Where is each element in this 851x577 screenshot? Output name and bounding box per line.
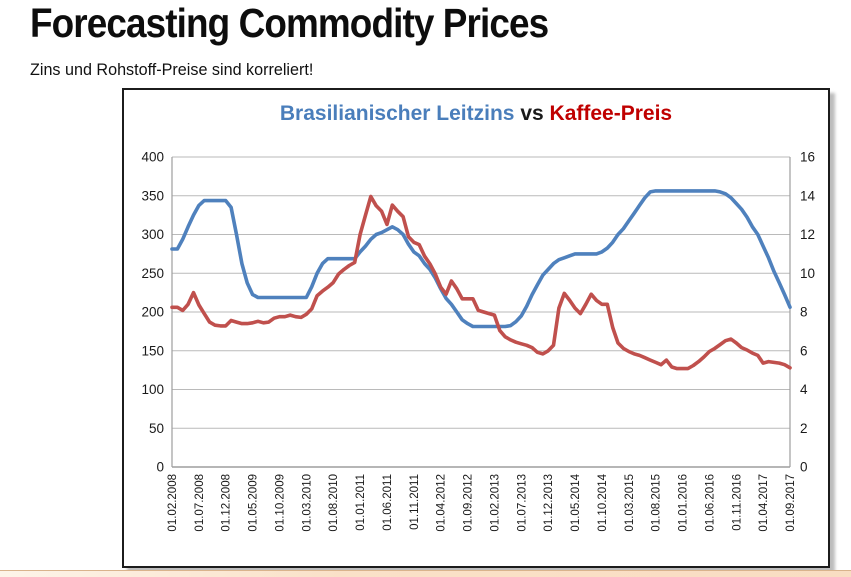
x-axis-tick-label: 01.03.2015 bbox=[624, 474, 636, 532]
left-axis-tick-label: 0 bbox=[156, 460, 164, 475]
chart-frame: Brasilianischer Leitzins vs Kaffee-Preis… bbox=[122, 88, 830, 568]
chart-title: Brasilianischer Leitzins vs Kaffee-Preis bbox=[124, 102, 828, 126]
series-line-kaffee-preis bbox=[170, 194, 792, 371]
left-axis-tick-label: 150 bbox=[141, 343, 164, 358]
right-axis-tick-label: 16 bbox=[800, 150, 815, 165]
x-axis-tick-label: 01.01.2016 bbox=[678, 474, 690, 532]
right-axis-tick-label: 8 bbox=[800, 305, 808, 320]
chart-title-vs: vs bbox=[520, 102, 544, 125]
x-axis-tick-label: 01.08.2015 bbox=[651, 474, 663, 532]
x-axis-tick-label: 01.09.2012 bbox=[463, 474, 475, 532]
page-title: Forecasting Commodity Prices bbox=[30, 0, 549, 46]
page-subtitle: Zins und Rohstoff-Preise sind korreliert… bbox=[30, 60, 314, 79]
x-axis-tick-label: 01.06.2011 bbox=[382, 474, 394, 531]
x-axis-tick-label: 01.12.2008 bbox=[221, 474, 233, 532]
left-axis-tick-label: 350 bbox=[141, 188, 164, 203]
x-axis-tick-label: 01.08.2010 bbox=[328, 474, 340, 532]
right-axis-tick-label: 2 bbox=[800, 421, 808, 436]
right-axis-tick-label: 14 bbox=[800, 188, 816, 203]
x-axis-tick-label: 01.11.2016 bbox=[731, 474, 743, 531]
x-axis-tick-label: 01.02.2013 bbox=[489, 474, 501, 532]
x-axis-tick-label: 01.10.2009 bbox=[275, 474, 287, 532]
x-axis-tick-label: 01.03.2010 bbox=[301, 474, 313, 532]
x-axis-tick-label: 01.11.2011 bbox=[409, 474, 421, 530]
right-axis-tick-label: 4 bbox=[800, 382, 808, 397]
x-axis-tick-label: 01.07.2013 bbox=[516, 474, 528, 532]
line-chart: 400350300250200150100500161412108642001.… bbox=[141, 150, 816, 532]
x-axis-tick-label: 01.02.2008 bbox=[167, 474, 179, 532]
x-axis-tick-label: 01.07.2008 bbox=[194, 474, 206, 532]
series-line-brasilianischer-leitzins bbox=[170, 189, 792, 329]
x-axis-tick-label: 01.05.2009 bbox=[248, 474, 260, 532]
x-axis-tick-label: 01.06.2016 bbox=[704, 474, 716, 532]
x-axis-tick-label: 01.05.2014 bbox=[570, 473, 582, 531]
left-axis-tick-label: 250 bbox=[141, 266, 164, 281]
x-axis-tick-label: 01.01.2011 bbox=[355, 474, 367, 531]
chart-title-series1: Brasilianischer Leitzins bbox=[279, 102, 515, 125]
left-axis-tick-label: 200 bbox=[141, 305, 164, 320]
x-axis-tick-label: 01.04.2017 bbox=[758, 474, 770, 532]
right-axis-tick-label: 0 bbox=[800, 460, 808, 475]
x-axis-tick-label: 01.12.2013 bbox=[543, 474, 555, 532]
bottom-accent-strip bbox=[0, 570, 851, 577]
x-axis-tick-label: 01.04.2012 bbox=[436, 474, 448, 532]
right-axis-tick-label: 6 bbox=[800, 343, 808, 358]
left-axis-tick-label: 300 bbox=[141, 227, 164, 242]
right-axis-tick-label: 10 bbox=[800, 266, 815, 281]
x-axis-tick-label: 01.09.2017 bbox=[785, 474, 797, 532]
left-axis-tick-label: 400 bbox=[141, 150, 164, 165]
x-axis-tick-label: 01.10.2014 bbox=[597, 473, 609, 531]
chart-title-series2: Kaffee-Preis bbox=[549, 102, 673, 125]
left-axis-tick-label: 100 bbox=[141, 382, 164, 397]
left-axis-tick-label: 50 bbox=[149, 421, 164, 436]
right-axis-tick-label: 12 bbox=[800, 227, 815, 242]
